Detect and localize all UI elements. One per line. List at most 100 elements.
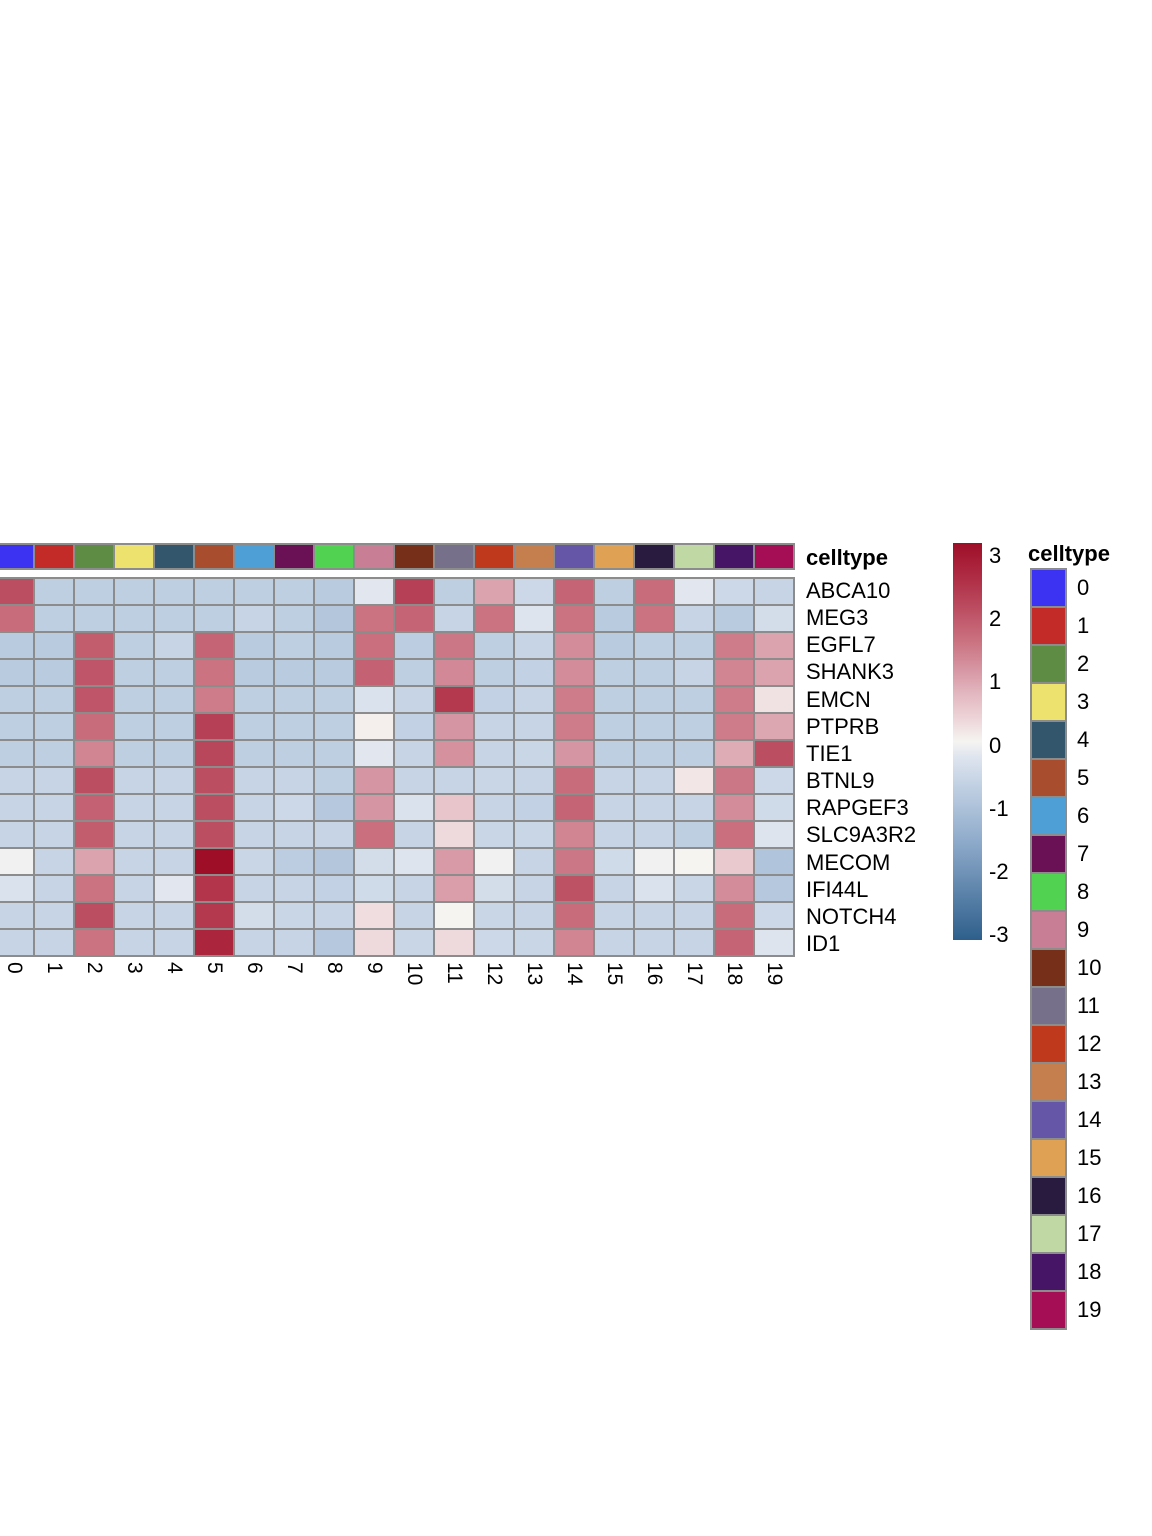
heatmap-cell-ID1-7 [275, 930, 313, 955]
heatmap-cell-SHANK3-14 [555, 660, 593, 685]
colorbar-tick-3: 3 [989, 543, 1002, 568]
heatmap-cell-RAPGEF3-5 [195, 795, 233, 820]
heatmap-cell-SHANK3-3 [115, 660, 153, 685]
heatmap-cell-MEG3-7 [275, 606, 313, 631]
annotation-cell-12 [475, 545, 513, 568]
legend-swatch-5 [1032, 760, 1065, 796]
heatmap-cell-ID1-15 [595, 930, 633, 955]
heatmap-cell-PTPRB-7 [275, 714, 313, 739]
heatmap-cell-NOTCH4-4 [155, 903, 193, 928]
heatmap-cell-ABCA10-8 [315, 579, 353, 604]
heatmap-cell-SLC9A3R2-0 [0, 822, 33, 847]
heatmap-cell-SLC9A3R2-6 [235, 822, 273, 847]
heatmap-grid [0, 577, 795, 957]
heatmap-cell-NOTCH4-12 [475, 903, 513, 928]
heatmap-cell-ABCA10-4 [155, 579, 193, 604]
heatmap-cell-BTNL9-9 [355, 768, 393, 793]
heatmap-cell-EGFL7-2 [75, 633, 113, 658]
legend-label-0: 0 [1077, 575, 1090, 600]
heatmap-cell-SLC9A3R2-16 [635, 822, 673, 847]
heatmap-cell-SLC9A3R2-3 [115, 822, 153, 847]
heatmap-cell-NOTCH4-19 [755, 903, 793, 928]
heatmap-cell-MECOM-18 [715, 849, 753, 874]
legend-label-19: 19 [1077, 1297, 1102, 1322]
heatmap-cell-RAPGEF3-18 [715, 795, 753, 820]
heatmap-cell-MEG3-9 [355, 606, 393, 631]
heatmap-cell-RAPGEF3-1 [35, 795, 73, 820]
heatmap-cell-BTNL9-12 [475, 768, 513, 793]
heatmap-cell-ABCA10-0 [0, 579, 33, 604]
heatmap-cell-PTPRB-9 [355, 714, 393, 739]
heatmap-cell-ABCA10-1 [35, 579, 73, 604]
heatmap-cell-EMCN-8 [315, 687, 353, 712]
heatmap-cell-SHANK3-7 [275, 660, 313, 685]
heatmap-cell-NOTCH4-0 [0, 903, 33, 928]
colorbar-tick-0: 0 [989, 732, 1002, 758]
heatmap-cell-ID1-3 [115, 930, 153, 955]
annotation-row-label: celltype [806, 545, 888, 570]
heatmap-cell-ABCA10-5 [195, 579, 233, 604]
legend-label-4: 4 [1077, 727, 1090, 752]
heatmap-cell-NOTCH4-18 [715, 903, 753, 928]
celltype-legend-swatches [1030, 568, 1067, 1330]
annotation-cell-17 [675, 545, 713, 568]
legend-label-5: 5 [1077, 765, 1090, 790]
heatmap-cell-ABCA10-15 [595, 579, 633, 604]
colorbar-tick--2: -2 [989, 859, 1009, 884]
column-label-3: 3 [122, 962, 146, 974]
heatmap-cell-ID1-18 [715, 930, 753, 955]
heatmap-cell-RAPGEF3-13 [515, 795, 553, 820]
heatmap-cell-TIE1-18 [715, 741, 753, 766]
heatmap-cell-RAPGEF3-7 [275, 795, 313, 820]
heatmap-cell-TIE1-1 [35, 741, 73, 766]
celltype-annotation-bar [0, 543, 795, 570]
gene-label-NOTCH4: NOTCH4 [806, 903, 897, 929]
heatmap-cell-EGFL7-5 [195, 633, 233, 658]
heatmap-cell-ID1-5 [195, 930, 233, 955]
heatmap-cell-ABCA10-11 [435, 579, 473, 604]
heatmap-cell-TIE1-16 [635, 741, 673, 766]
heatmap-cell-EMCN-11 [435, 687, 473, 712]
legend-label-6: 6 [1077, 803, 1090, 828]
heatmap-cell-SHANK3-4 [155, 660, 193, 685]
column-label-1: 1 [42, 962, 66, 974]
heatmap-cell-IFI44L-3 [115, 876, 153, 901]
heatmap-cell-EMCN-4 [155, 687, 193, 712]
column-label-9: 9 [362, 962, 386, 974]
annotation-cell-14 [555, 545, 593, 568]
heatmap-cell-MECOM-5 [195, 849, 233, 874]
legend-swatch-19 [1032, 1292, 1065, 1328]
heatmap-cell-MEG3-17 [675, 606, 713, 631]
heatmap-cell-MEG3-18 [715, 606, 753, 631]
heatmap-cell-SLC9A3R2-11 [435, 822, 473, 847]
heatmap-cell-IFI44L-2 [75, 876, 113, 901]
heatmap-cell-PTPRB-14 [555, 714, 593, 739]
heatmap-cell-EGFL7-13 [515, 633, 553, 658]
heatmap-cell-PTPRB-5 [195, 714, 233, 739]
heatmap-cell-IFI44L-5 [195, 876, 233, 901]
legend-label-12: 12 [1077, 1031, 1102, 1056]
heatmap-cell-EGFL7-1 [35, 633, 73, 658]
heatmap-cell-TIE1-12 [475, 741, 513, 766]
heatmap-cell-SHANK3-15 [595, 660, 633, 685]
heatmap-cell-SHANK3-1 [35, 660, 73, 685]
heatmap-cell-ID1-16 [635, 930, 673, 955]
colorbar-gradient [953, 543, 982, 940]
heatmap-cell-TIE1-17 [675, 741, 713, 766]
heatmap-cell-SHANK3-10 [395, 660, 433, 685]
heatmap-cell-PTPRB-8 [315, 714, 353, 739]
legend-swatch-12 [1032, 1026, 1065, 1062]
legend-label-17: 17 [1077, 1221, 1102, 1246]
annotation-cell-19 [755, 545, 793, 568]
heatmap-cell-ABCA10-10 [395, 579, 433, 604]
heatmap-cell-PTPRB-10 [395, 714, 433, 739]
heatmap-cell-ID1-2 [75, 930, 113, 955]
column-label-13: 13 [522, 962, 546, 986]
heatmap-cell-PTPRB-11 [435, 714, 473, 739]
legend-swatch-11 [1032, 988, 1065, 1024]
heatmap-cell-EGFL7-17 [675, 633, 713, 658]
annotation-cell-11 [435, 545, 473, 568]
legend-swatch-0 [1032, 570, 1065, 606]
heatmap-cell-ID1-6 [235, 930, 273, 955]
colorbar-tick--1: -1 [989, 795, 1009, 821]
